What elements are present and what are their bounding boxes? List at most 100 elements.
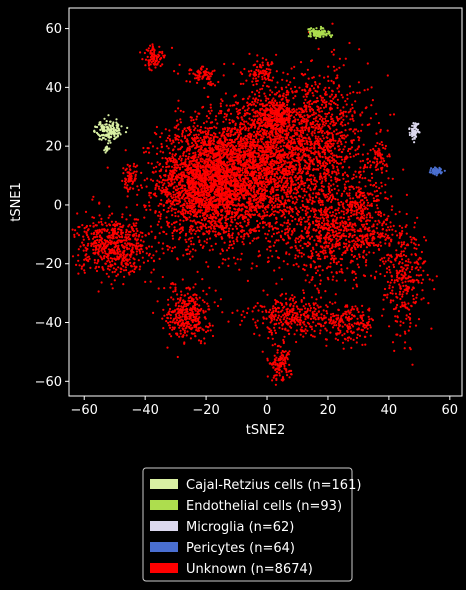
data-point [190, 156, 193, 159]
data-point [205, 261, 208, 264]
data-point [215, 115, 218, 118]
data-point [174, 153, 177, 156]
data-point [239, 221, 242, 224]
data-point [214, 206, 217, 209]
data-point [188, 205, 191, 208]
data-point [270, 208, 273, 211]
data-point [205, 196, 208, 199]
data-point [243, 235, 246, 238]
data-point [170, 142, 173, 145]
data-point [216, 176, 219, 180]
data-point [270, 155, 273, 158]
data-point [182, 110, 185, 113]
data-point [238, 140, 241, 143]
data-point [235, 180, 238, 183]
data-point [252, 157, 255, 160]
data-point [190, 177, 193, 180]
data-point [219, 137, 222, 140]
data-point [261, 87, 264, 90]
data-point [166, 248, 170, 251]
data-point [271, 204, 274, 207]
data-point [185, 248, 188, 251]
data-point [272, 201, 275, 204]
data-point [243, 136, 246, 140]
data-point [205, 187, 208, 190]
data-point [335, 128, 338, 131]
data-point [287, 157, 290, 160]
data-point [299, 150, 302, 153]
data-point [218, 226, 221, 229]
data-point [186, 134, 189, 137]
data-point [289, 136, 292, 139]
data-point [268, 245, 271, 248]
data-point [235, 149, 238, 152]
data-point [351, 103, 354, 106]
data-point [263, 186, 266, 189]
data-point [289, 176, 293, 179]
data-point [218, 187, 221, 190]
data-point [317, 108, 320, 111]
data-point [236, 102, 239, 105]
data-point [234, 262, 237, 265]
data-point [206, 164, 209, 167]
data-point [155, 184, 158, 187]
data-point [177, 148, 180, 151]
data-point [255, 207, 258, 210]
data-point [332, 53, 335, 56]
data-point [243, 174, 246, 177]
data-point [232, 162, 235, 165]
data-point [318, 188, 321, 191]
data-point [226, 138, 229, 141]
data-point [243, 205, 246, 208]
data-point [338, 85, 341, 88]
data-point [143, 205, 146, 209]
data-point [206, 169, 209, 172]
data-point [239, 258, 242, 261]
data-point [158, 211, 161, 214]
data-point [175, 137, 178, 140]
data-point [223, 134, 226, 137]
data-point [187, 155, 190, 158]
data-point [275, 150, 279, 153]
data-point [244, 209, 248, 212]
data-point [212, 216, 215, 219]
data-point [332, 167, 335, 170]
data-point [177, 99, 180, 102]
data-point [191, 145, 194, 148]
data-point [323, 76, 326, 79]
data-point [205, 115, 208, 118]
data-point [242, 82, 245, 85]
data-point [298, 111, 301, 114]
data-point [236, 157, 239, 160]
data-point [264, 197, 267, 200]
data-point [250, 203, 253, 206]
data-point [201, 174, 204, 177]
data-point [146, 177, 149, 180]
data-point [220, 135, 223, 138]
data-point [357, 139, 360, 142]
data-point [230, 181, 233, 184]
data-point [164, 128, 167, 131]
data-point [194, 174, 197, 177]
data-point [234, 187, 237, 190]
data-point [184, 162, 187, 165]
data-point [218, 179, 221, 182]
data-point [238, 131, 241, 134]
data-point [345, 103, 348, 106]
data-point [231, 236, 234, 239]
data-point [306, 186, 309, 189]
data-point [266, 248, 269, 251]
data-point [170, 209, 173, 212]
data-point [262, 289, 265, 292]
data-point [284, 209, 287, 212]
data-point [328, 242, 331, 245]
data-point [157, 185, 160, 188]
data-point [245, 176, 248, 180]
data-point [162, 151, 165, 154]
data-point [215, 203, 218, 206]
data-point [274, 199, 277, 203]
data-point [168, 152, 171, 155]
data-point [160, 142, 163, 146]
data-point [299, 148, 302, 151]
data-point [196, 192, 199, 196]
